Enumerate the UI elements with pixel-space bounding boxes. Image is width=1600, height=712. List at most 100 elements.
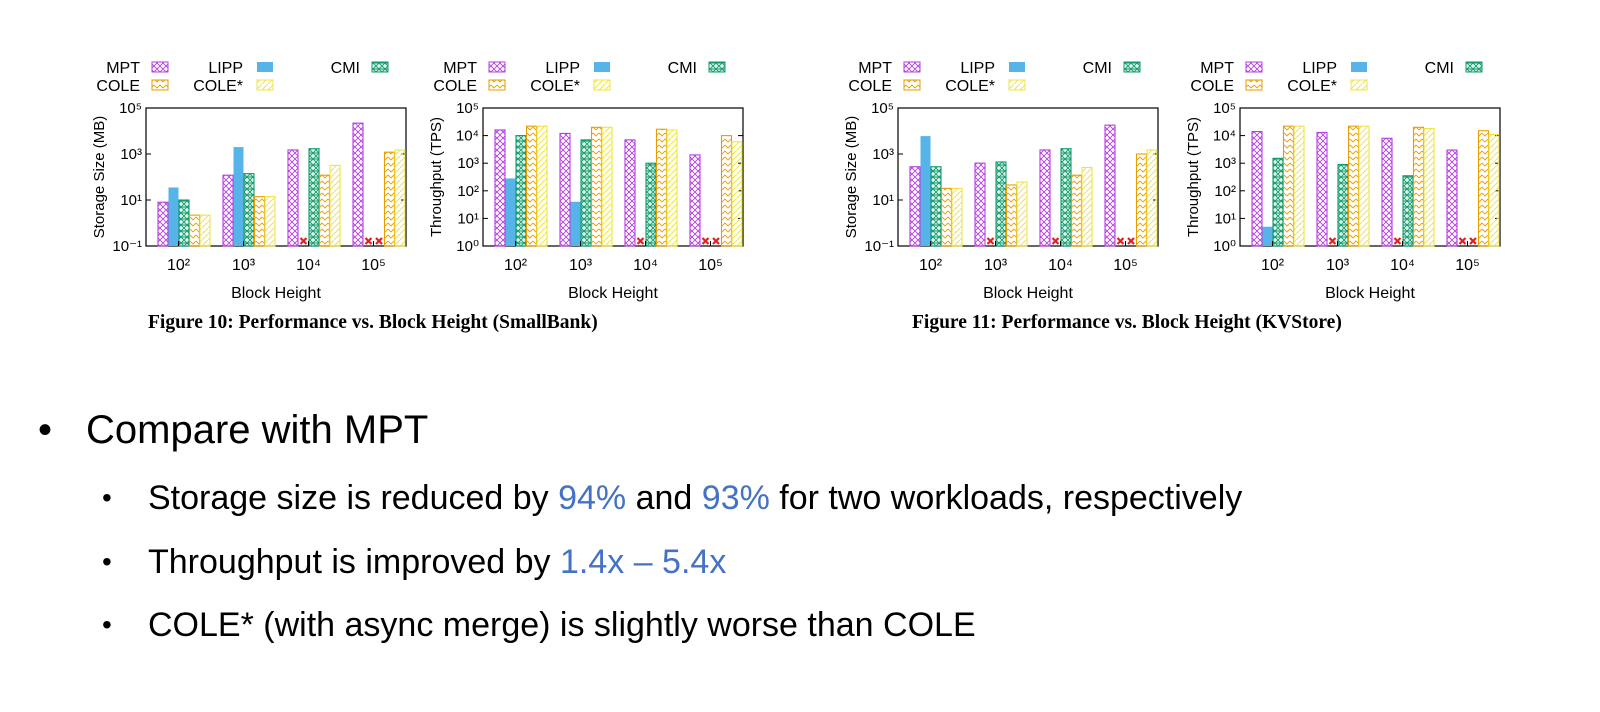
- bar-cmi: [930, 166, 942, 247]
- storage-chart-fig11: MPT LIPP CMI COLE COLE* 10⁻¹ 10¹ 10³ 10⁵ Storage …: [843, 60, 1159, 302]
- bar-cole: [940, 187, 953, 247]
- plot-frame: [1239, 107, 1501, 247]
- bar-colestar: [1358, 125, 1370, 247]
- bar-cmi: [1272, 157, 1284, 247]
- y-tick-label: 10⁵: [456, 100, 479, 117]
- bar-cmi: [308, 148, 320, 247]
- x-tick-label: 10⁵: [361, 257, 385, 274]
- y-tick-label: 10⁴: [1213, 128, 1236, 145]
- bar-colestar: [394, 149, 406, 247]
- failed-run-marker-lipp: [364, 237, 373, 245]
- bar-colestar: [1293, 125, 1305, 247]
- x-axis-label: Block Height: [231, 285, 321, 302]
- legend-swatch-cmi: [1123, 61, 1141, 73]
- bullet-main-text: Compare with MPT: [86, 408, 429, 452]
- bar-lipp: [570, 201, 581, 246]
- bar-colestar: [1016, 181, 1028, 247]
- bar-cmi: [1402, 175, 1414, 247]
- bar-colestar: [536, 125, 548, 247]
- y-tick-label: 10¹: [457, 210, 479, 227]
- throughput-chart-fig10: MPT LIPP CMI COLE COLE* 10⁰ 10¹ 10² 10³ 10⁴ 10⁵ Thr…: [428, 60, 744, 302]
- plot-frame: [897, 107, 1159, 247]
- legend-swatch-mpt: [151, 61, 169, 73]
- bar-cole: [253, 196, 266, 247]
- y-tick-label: 10¹: [872, 192, 894, 209]
- bar-mpt: [1104, 124, 1116, 247]
- x-tick-label: 10⁴: [1390, 257, 1415, 274]
- bar-colestar: [264, 196, 276, 247]
- figure-10-caption: Figure 10: Performance vs. Block Height …: [148, 312, 598, 333]
- x-tick-label: 10²: [1261, 257, 1285, 274]
- bar-mpt: [1381, 137, 1393, 247]
- bar-colestar: [1488, 133, 1500, 247]
- bar-cole: [1005, 184, 1018, 247]
- bar-mpt: [974, 162, 986, 247]
- y-tick-label: 10¹: [1214, 210, 1236, 227]
- legend-swatch-cole: [1245, 79, 1263, 91]
- failed-run-marker-lipp: [299, 237, 308, 245]
- x-axis-label: Block Height: [568, 285, 658, 302]
- bar-mpt: [1316, 131, 1328, 247]
- y-tick-label: 10⁰: [1213, 238, 1236, 255]
- legend-label-cole: COLE: [433, 78, 477, 95]
- bar-lipp: [168, 187, 179, 246]
- y-tick-label: 10³: [872, 146, 894, 163]
- bar-cmi: [995, 161, 1007, 247]
- bullet-storage-tail: for two workloads, respectively: [769, 479, 1243, 517]
- bullet-storage-text: Storage size is reduced by: [148, 479, 559, 517]
- bar-cole: [655, 128, 668, 247]
- bar-cmi: [1337, 163, 1349, 247]
- x-axis-label: Block Height: [983, 285, 1073, 302]
- legend-label-cmi: CMI: [668, 60, 697, 77]
- x-tick-label: 10³: [232, 257, 256, 274]
- failed-run-marker-cmi: [375, 237, 383, 245]
- bar-colestar: [1081, 166, 1093, 247]
- x-tick-label: 10⁵: [698, 257, 722, 274]
- bullet-cole-star-text: COLE* (with async merge) is slightly wor…: [148, 606, 976, 644]
- plot-frame: [145, 107, 407, 247]
- legend-swatch-lipp: [1009, 62, 1025, 72]
- failed-run-marker-lipp: [1328, 237, 1337, 245]
- legend-swatch-mpt: [1245, 61, 1263, 73]
- legend-label-cmi: CMI: [1425, 60, 1454, 77]
- legend-label-lipp: LIPP: [960, 60, 995, 77]
- bar-colestar: [329, 164, 341, 247]
- x-tick-label: 10⁴: [296, 257, 321, 274]
- bar-mpt: [287, 149, 299, 247]
- throughput-chart-fig11: MPT LIPP CMI COLE COLE* 10⁰ 10¹ 10² 10³ 10⁴ 10⁵ Thr…: [1185, 60, 1501, 302]
- bar-cmi: [645, 162, 657, 247]
- bar-cole: [720, 135, 733, 247]
- bullet-throughput-text: Throughput is improved by: [148, 543, 560, 581]
- bar-lipp: [920, 136, 931, 246]
- bar-cole: [525, 125, 538, 247]
- legend-swatch-colestar: [1350, 79, 1368, 91]
- legend-label-mpt: MPT: [1200, 60, 1234, 77]
- legend-swatch-colestar: [1008, 79, 1026, 91]
- legend-label-lipp: LIPP: [1302, 60, 1337, 77]
- legend-swatch-lipp: [594, 62, 610, 72]
- y-tick-label: 10³: [1214, 155, 1236, 172]
- x-tick-label: 10⁵: [1113, 257, 1137, 274]
- x-tick-label: 10³: [984, 257, 1008, 274]
- bullet-storage-and: and: [626, 479, 702, 517]
- failed-run-marker-cmi: [1127, 237, 1135, 245]
- bar-mpt: [689, 154, 701, 247]
- legend-swatch-cole: [151, 79, 169, 91]
- y-tick-label: 10⁵: [1213, 100, 1236, 117]
- bullet-dot-icon: •: [102, 546, 112, 577]
- legend-swatch-cole: [903, 79, 921, 91]
- bar-mpt: [494, 129, 506, 247]
- failed-run-marker-cmi: [712, 237, 720, 245]
- bar-colestar: [1146, 149, 1158, 247]
- bullet-dot-icon: •: [38, 408, 53, 452]
- bar-colestar: [666, 129, 678, 247]
- legend-swatch-mpt: [903, 61, 921, 73]
- legend-label-cole: COLE: [1190, 78, 1234, 95]
- bar-cole: [590, 126, 603, 247]
- legend-swatch-cmi: [371, 61, 389, 73]
- legend-label-colestar: COLE*: [945, 78, 995, 95]
- legend-label-cole: COLE: [848, 78, 892, 95]
- legend-swatch-cole: [488, 79, 506, 91]
- failed-run-marker-cmi: [1469, 237, 1477, 245]
- legend-label-colestar: COLE*: [530, 78, 580, 95]
